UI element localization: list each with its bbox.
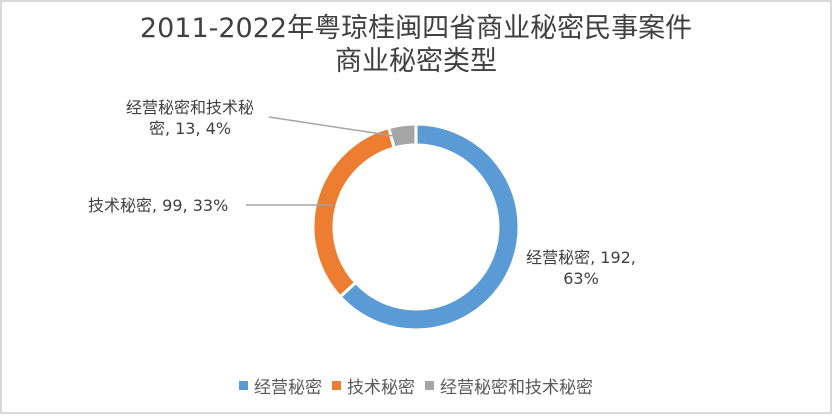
data-label-business: 经营秘密, 192, 63% — [522, 247, 640, 289]
legend-swatch-tech — [332, 381, 341, 390]
data-label-business-line-2: 63% — [563, 269, 599, 288]
legend-item-tech[interactable]: 技术秘密 — [332, 373, 415, 398]
legend-item-both[interactable]: 经营秘密和技术秘密 — [425, 373, 593, 398]
data-label-business-line-1: 经营秘密, 192, — [526, 248, 636, 267]
data-label-both-line-2: 密, 13, 4% — [148, 119, 232, 138]
leader-line-both — [268, 116, 395, 137]
chart-title: 2011-2022年粤琼桂闽四省商业秘密民事案件 商业秘密类型 — [2, 12, 830, 78]
data-label-tech-text: 技术秘密, 99, 33% — [88, 196, 229, 215]
legend-label-tech: 技术秘密 — [347, 378, 415, 398]
data-label-tech: 技术秘密, 99, 33% — [88, 195, 228, 216]
chart-title-line-2: 商业秘密类型 — [335, 46, 497, 77]
slice-business[interactable] — [338, 122, 521, 332]
slice-both[interactable] — [386, 122, 418, 150]
doughnut-slices — [311, 122, 521, 332]
legend: 经营秘密 技术秘密 经营秘密和技术秘密 — [2, 373, 830, 398]
legend-label-both: 经营秘密和技术秘密 — [440, 378, 593, 398]
legend-label-business: 经营秘密 — [254, 378, 322, 398]
legend-swatch-business — [239, 381, 248, 390]
legend-swatch-both — [425, 381, 434, 390]
data-label-both-line-1: 经营秘密和技术秘 — [125, 98, 254, 117]
legend-item-business[interactable]: 经营秘密 — [239, 373, 322, 398]
chart-title-line-1: 2011-2022年粤琼桂闽四省商业秘密民事案件 — [139, 13, 693, 44]
slice-tech[interactable] — [311, 125, 397, 299]
data-label-both: 经营秘密和技术秘 密, 13, 4% — [110, 97, 270, 139]
